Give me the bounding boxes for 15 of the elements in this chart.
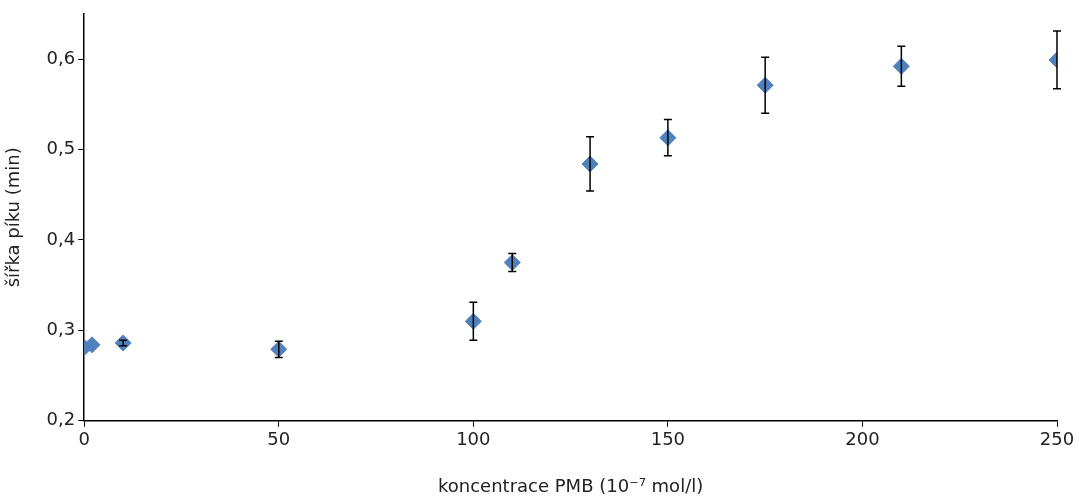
x-tick-label: 150 xyxy=(650,428,686,450)
point xyxy=(114,334,132,352)
y-tick-label: 0,6 xyxy=(46,46,76,68)
x-axis-title: koncentrace PMB (10⁻⁷ mol/l) xyxy=(438,474,704,496)
x-tick-label: 50 xyxy=(267,428,291,450)
y-tick-label: 0,3 xyxy=(46,318,76,340)
x-tick-label: 250 xyxy=(1039,428,1075,450)
x-tick-label: 0 xyxy=(78,428,90,450)
y-tick-label: 0,5 xyxy=(46,137,76,159)
x-tick-label: 200 xyxy=(845,428,880,450)
y-tick-label: 0,2 xyxy=(46,408,76,430)
y-axis-title: šířka píku (min) xyxy=(2,147,24,288)
point xyxy=(84,336,101,354)
y-tick-label: 0,4 xyxy=(46,227,76,249)
x-tick-label: 100 xyxy=(456,428,491,450)
